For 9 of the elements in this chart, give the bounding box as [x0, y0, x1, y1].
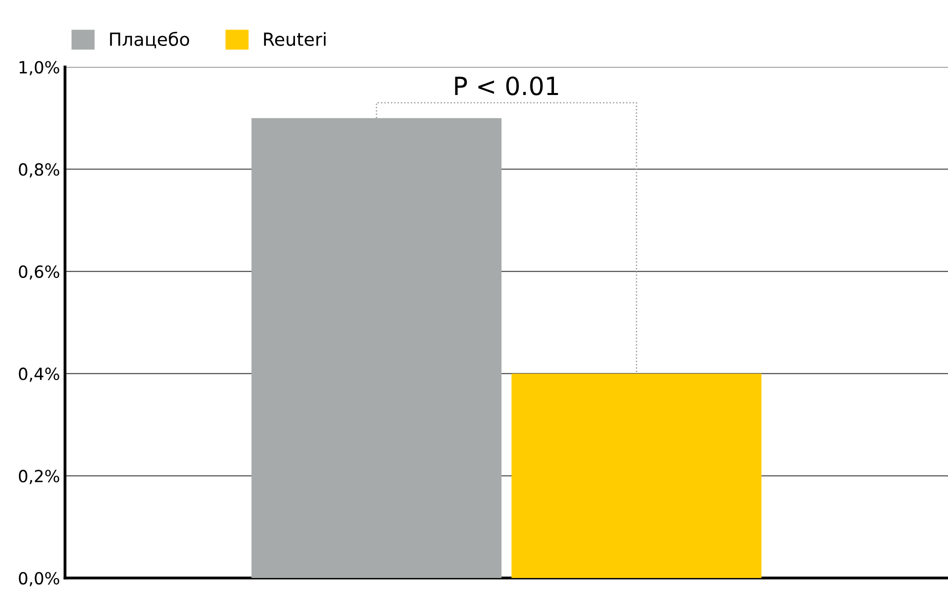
y-tick-label: 0,8% — [18, 163, 60, 178]
y-tick-label: 0,2% — [18, 470, 60, 484]
y-tick-label: 0,0% — [18, 572, 60, 586]
y-tick-label: 0,4% — [18, 368, 60, 382]
legend-label: Плацебо — [110, 32, 190, 48]
legend-label: Reuteri — [264, 32, 326, 46]
y-tick-label: 1,0% — [20, 60, 60, 76]
y-tick-label: 0,6% — [18, 265, 60, 280]
annotation: P < 0.01 — [455, 76, 558, 96]
